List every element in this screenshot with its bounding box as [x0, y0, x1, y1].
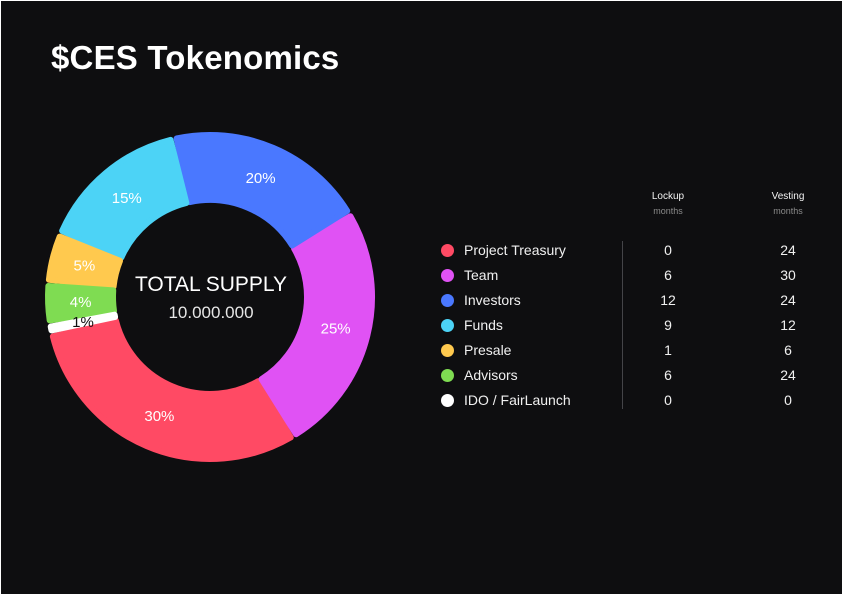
vesting-value-funds: 12 [780, 317, 796, 333]
vesting-value-advisors: 24 [780, 367, 796, 383]
vesting-value-investors: 24 [780, 292, 796, 308]
lockup-value-investors: 12 [660, 292, 676, 308]
lockup-header-unit: months [653, 206, 683, 216]
slice-team [258, 213, 375, 438]
lockup-value-team: 6 [664, 267, 672, 283]
legend-dot-project-treasury [441, 244, 454, 257]
slice-funds [59, 136, 190, 261]
vesting-value-ido-fairlaunch: 0 [784, 392, 792, 408]
slice-project-treasury [49, 317, 294, 462]
lockup-value-funds: 9 [664, 317, 672, 333]
vesting-value-presale: 6 [784, 342, 792, 358]
page-title: $CES Tokenomics [51, 39, 340, 76]
lockup-value-advisors: 6 [664, 367, 672, 383]
legend-row-team: Team 6 30 [441, 267, 841, 287]
vesting-column-header: Vesting months [748, 191, 828, 216]
legend-label-presale: Presale [464, 342, 512, 358]
total-supply-label: TOTAL SUPPLY [134, 273, 288, 296]
lockup-value-project-treasury: 0 [664, 242, 672, 258]
lockup-value-presale: 1 [664, 342, 672, 358]
legend-dot-presale [441, 344, 454, 357]
legend-dot-funds [441, 319, 454, 332]
vesting-header-unit: months [773, 206, 803, 216]
slice-advisors [45, 282, 118, 324]
legend-label-advisors: Advisors [464, 367, 518, 383]
legend-dot-team [441, 269, 454, 282]
slice-label-advisors: 4% [70, 294, 92, 311]
legend-row-investors: Investors 12 24 [441, 292, 841, 312]
slice-ido-fairlaunch [47, 311, 119, 334]
legend-label-ido-fairlaunch: IDO / FairLaunch [464, 392, 571, 408]
slice-label-funds: 15% [112, 190, 142, 207]
legend-dot-ido-fairlaunch [441, 394, 454, 407]
legend-label-team: Team [464, 267, 499, 283]
legend-label-investors: Investors [464, 292, 521, 308]
slice-investors [173, 132, 351, 249]
slice-label-presale: 5% [74, 258, 96, 275]
legend-row-ido-fairlaunch: IDO / FairLaunch 0 0 [441, 392, 841, 412]
slice-presale [45, 233, 123, 290]
vesting-value-project-treasury: 24 [780, 242, 796, 258]
legend-row-presale: Presale 1 6 [441, 342, 841, 362]
vesting-value-team: 30 [780, 267, 796, 283]
total-supply-value: 10.000.000 [168, 303, 254, 322]
table-divider [622, 241, 623, 409]
legend-dot-investors [441, 294, 454, 307]
vesting-header-label: Vesting [771, 191, 805, 202]
legend-dot-advisors [441, 369, 454, 382]
lockup-header-label: Lockup [651, 191, 685, 202]
legend-row-funds: Funds 9 12 [441, 317, 841, 337]
legend-row-advisors: Advisors 6 24 [441, 367, 841, 387]
slice-label-ido-fairlaunch: 1% [72, 314, 94, 331]
lockup-value-ido-fairlaunch: 0 [664, 392, 672, 408]
legend-label-funds: Funds [464, 317, 503, 333]
lockup-column-header: Lockup months [628, 191, 708, 216]
legend-label-project-treasury: Project Treasury [464, 242, 566, 258]
slice-label-investors: 20% [246, 170, 276, 187]
slice-label-team: 25% [321, 320, 351, 337]
legend-row-project-treasury: Project Treasury 0 24 [441, 242, 841, 262]
slice-label-project-treasury: 30% [144, 408, 174, 425]
